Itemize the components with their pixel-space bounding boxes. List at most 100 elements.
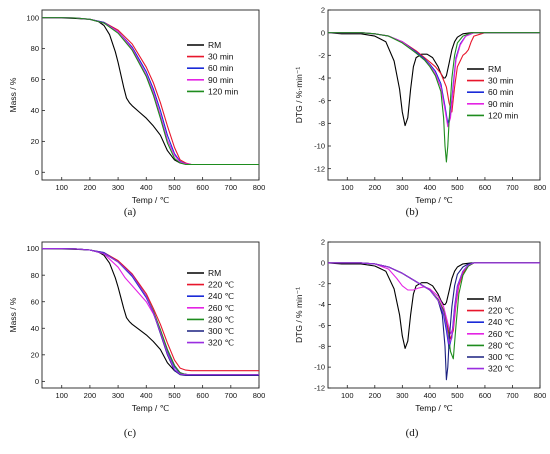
x-axis-label: Temp / ℃ bbox=[415, 195, 453, 205]
x-tick-label: 700 bbox=[225, 183, 238, 192]
legend-entry: 320 ℃ bbox=[488, 364, 515, 374]
x-tick-label: 300 bbox=[112, 183, 125, 192]
x-tick-label: 800 bbox=[534, 391, 547, 400]
panel-caption: (d) bbox=[406, 427, 419, 439]
x-tick-label: 100 bbox=[55, 183, 68, 192]
legend-entry: 90 min bbox=[208, 75, 234, 85]
legend-entry: RM bbox=[488, 64, 501, 74]
legend-entry: 280 ℃ bbox=[208, 314, 235, 324]
y-axis-label: Mass / % bbox=[8, 297, 18, 332]
y-tick-label: 0 bbox=[321, 258, 325, 267]
x-tick-label: 800 bbox=[253, 391, 266, 400]
legend-entry: 30 min bbox=[488, 76, 514, 86]
y-tick-label: 20 bbox=[31, 350, 39, 359]
y-tick-label: 2 bbox=[321, 238, 325, 247]
y-tick-label: -6 bbox=[318, 321, 325, 330]
y-tick-label: 40 bbox=[31, 324, 39, 333]
y-tick-label: 60 bbox=[31, 297, 39, 306]
x-tick-label: 300 bbox=[112, 391, 125, 400]
x-tick-label: 600 bbox=[196, 183, 209, 192]
x-tick-label: 700 bbox=[506, 183, 519, 192]
plot-frame bbox=[41, 241, 260, 389]
x-tick-label: 500 bbox=[451, 391, 464, 400]
x-tick-label: 400 bbox=[140, 391, 153, 400]
x-axis-label: Temp / ℃ bbox=[132, 403, 170, 413]
x-tick-label: 800 bbox=[534, 183, 547, 192]
x-tick-label: 400 bbox=[424, 183, 437, 192]
legend-entry: 320 ℃ bbox=[208, 338, 235, 348]
x-tick-label: 400 bbox=[140, 183, 153, 192]
x-tick-label: 700 bbox=[225, 391, 238, 400]
y-tick-label: 100 bbox=[26, 244, 39, 253]
legend-entry: RM bbox=[488, 294, 501, 304]
x-tick-label: 200 bbox=[369, 391, 382, 400]
series-line bbox=[328, 262, 540, 340]
y-tick-label: -4 bbox=[318, 74, 325, 83]
legend-entry: 300 ℃ bbox=[208, 326, 235, 336]
series-line bbox=[327, 262, 540, 349]
x-tick-label: 100 bbox=[341, 391, 354, 400]
series-line bbox=[328, 262, 540, 345]
x-tick-label: 700 bbox=[506, 391, 519, 400]
legend-entry: 300 ℃ bbox=[488, 352, 515, 362]
x-tick-label: 100 bbox=[341, 183, 354, 192]
y-tick-label: 80 bbox=[31, 44, 39, 53]
y-axis-label: DTG / %·min⁻¹ bbox=[294, 67, 304, 124]
x-tick-label: 500 bbox=[168, 183, 181, 192]
y-tick-label: 0 bbox=[321, 28, 325, 37]
legend-entry: 30 min bbox=[208, 52, 234, 62]
plot-frame bbox=[41, 9, 260, 181]
y-tick-label: -8 bbox=[318, 342, 325, 351]
legend-entry: 60 min bbox=[208, 63, 234, 73]
legend-entry: RM bbox=[208, 40, 221, 50]
series-line bbox=[327, 32, 540, 127]
x-tick-label: 200 bbox=[369, 183, 382, 192]
y-tick-label: -10 bbox=[314, 363, 325, 372]
x-tick-label: 600 bbox=[479, 183, 492, 192]
chart-panel: 100 200 300 400 500 600 700 800 -12 -10 -8 -6 -4 -2 0 2… bbox=[294, 6, 546, 218]
y-tick-label: -12 bbox=[314, 164, 325, 173]
x-tick-label: 500 bbox=[168, 391, 181, 400]
legend-entry: 120 min bbox=[488, 110, 519, 120]
legend-entry: 120 min bbox=[208, 86, 239, 96]
y-tick-label: -12 bbox=[314, 384, 325, 393]
legend-entry: 220 ℃ bbox=[208, 280, 235, 290]
series-line bbox=[42, 248, 259, 376]
x-tick-label: 600 bbox=[479, 391, 492, 400]
x-tick-label: 300 bbox=[396, 391, 409, 400]
y-tick-label: 80 bbox=[31, 271, 39, 280]
y-tick-label: 0 bbox=[35, 377, 39, 386]
y-tick-label: 60 bbox=[31, 75, 39, 84]
plot-frame bbox=[327, 241, 541, 389]
series-line bbox=[328, 32, 540, 163]
legend-entry: 260 ℃ bbox=[208, 303, 235, 313]
y-tick-label: -8 bbox=[318, 119, 325, 128]
y-tick-label: -2 bbox=[318, 51, 325, 60]
legend-entry: 260 ℃ bbox=[488, 329, 515, 339]
y-tick-label: 20 bbox=[31, 137, 39, 146]
y-tick-label: -4 bbox=[318, 300, 325, 309]
x-tick-label: 100 bbox=[55, 391, 68, 400]
legend-entry: 220 ℃ bbox=[488, 306, 515, 316]
y-tick-label: -10 bbox=[314, 142, 325, 151]
y-tick-label: 2 bbox=[321, 6, 325, 15]
legend-entry: 280 ℃ bbox=[488, 340, 515, 350]
y-tick-label: -6 bbox=[318, 96, 325, 105]
panel-caption: (a) bbox=[124, 206, 137, 218]
legend-entry: RM bbox=[208, 268, 221, 278]
y-axis-label: Mass / % bbox=[8, 77, 18, 112]
plot-frame bbox=[327, 9, 541, 181]
y-tick-label: 0 bbox=[35, 168, 39, 177]
x-tick-label: 200 bbox=[84, 391, 97, 400]
x-tick-label: 500 bbox=[451, 183, 464, 192]
y-tick-label: -2 bbox=[318, 279, 325, 288]
panel-caption: (b) bbox=[406, 206, 419, 218]
legend-entry: 240 ℃ bbox=[208, 291, 235, 301]
legend-entry: 60 min bbox=[488, 87, 514, 97]
series-line bbox=[42, 17, 259, 166]
x-tick-label: 200 bbox=[84, 183, 97, 192]
x-axis-label: Temp / ℃ bbox=[132, 195, 170, 205]
legend-entry: 90 min bbox=[488, 99, 514, 109]
x-tick-label: 800 bbox=[253, 183, 266, 192]
